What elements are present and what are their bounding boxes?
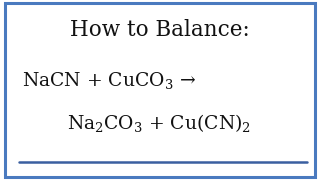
Text: NaCN + CuCO$_3$ →: NaCN + CuCO$_3$ → [22, 70, 196, 91]
Text: Na$_2$CO$_3$ + Cu(CN)$_2$: Na$_2$CO$_3$ + Cu(CN)$_2$ [67, 112, 251, 134]
Text: How to Balance:: How to Balance: [70, 19, 250, 41]
FancyBboxPatch shape [5, 3, 315, 177]
